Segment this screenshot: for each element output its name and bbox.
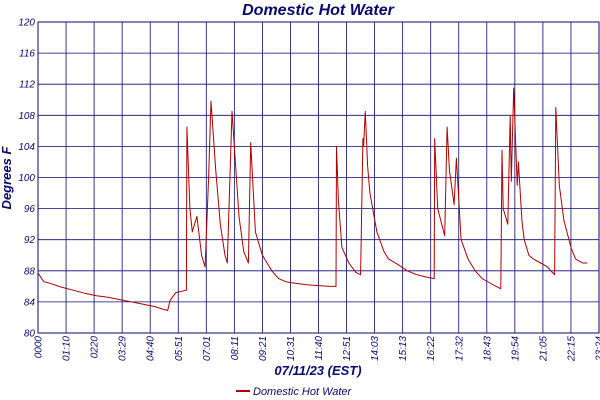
x-tick-label: 09:21 xyxy=(258,336,269,361)
x-tick-label: 23:24 xyxy=(595,336,600,362)
grid xyxy=(37,21,600,334)
x-tick-label: 17:32 xyxy=(454,336,465,361)
y-tick-label: 120 xyxy=(18,18,35,29)
legend: Domestic Hot Water xyxy=(236,386,353,398)
x-tick-label: 22:15 xyxy=(566,336,577,362)
y-tick-label: 104 xyxy=(18,142,35,153)
x-tick-label: 19:54 xyxy=(510,336,521,361)
x-tick-label: 18:43 xyxy=(482,336,493,361)
x-tick-label: 0000 xyxy=(34,336,45,359)
x-tick-label: 14:03 xyxy=(370,336,381,361)
x-tick-label: 16:22 xyxy=(426,336,437,361)
x-tick-label: 05:51 xyxy=(174,336,185,361)
chart-title: Domestic Hot Water xyxy=(242,2,395,19)
x-tick-labels: 0000 01:10 0220 03:29 04:40 05:51 07:01 08:11 09… xyxy=(34,336,600,362)
y-tick-label: 116 xyxy=(19,49,35,60)
y-tick-label: 96 xyxy=(24,204,36,215)
x-tick-label: 15:13 xyxy=(398,336,409,361)
x-tick-label: 12:51 xyxy=(342,336,353,361)
x-axis-label: 07/11/23 (EST) xyxy=(274,363,361,378)
x-tick-label: 04:40 xyxy=(146,336,157,361)
y-tick-label: 92 xyxy=(24,235,36,246)
y-tick-label: 80 xyxy=(24,329,36,340)
series-line-domestic-hot-water xyxy=(37,87,588,311)
y-tick-label: 84 xyxy=(24,297,36,308)
y-tick-label: 100 xyxy=(18,173,35,184)
y-tick-label: 108 xyxy=(18,111,35,122)
x-tick-label: 01:10 xyxy=(62,336,73,361)
x-tick-label: 07:01 xyxy=(202,336,213,361)
x-tick-label: 10:31 xyxy=(286,336,297,361)
x-tick-label: 11:40 xyxy=(314,336,325,361)
y-tick-labels: 80 84 88 92 96 100 104 108 112 116 120 xyxy=(18,18,35,340)
y-tick-label: 112 xyxy=(19,80,35,91)
x-tick-label: 08:11 xyxy=(230,336,241,360)
series-layer xyxy=(37,87,588,311)
x-tick-label: 0220 xyxy=(90,336,101,359)
plot-frame xyxy=(37,21,600,334)
y-tick-label: 88 xyxy=(24,266,36,277)
legend-label: Domestic Hot Water xyxy=(253,386,353,398)
x-tick-label: 21:05 xyxy=(538,336,549,362)
y-axis-label: Degrees F xyxy=(0,146,14,210)
x-tick-label: 03:29 xyxy=(118,336,129,361)
